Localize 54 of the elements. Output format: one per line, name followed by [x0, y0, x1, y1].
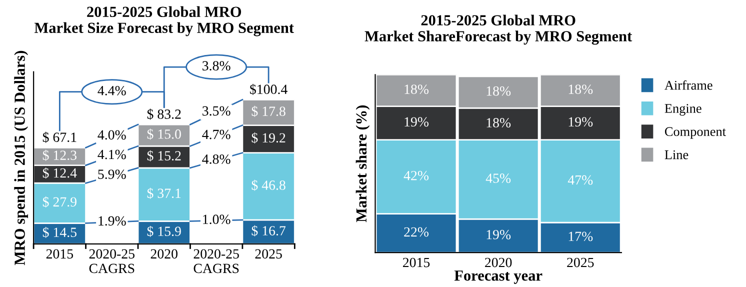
text: 3.8%	[202, 61, 230, 71]
legend-label: Component	[664, 127, 726, 139]
y-axis-title: Market share (%)	[356, 105, 370, 222]
x-tick-label: 2015	[402, 258, 430, 268]
annotation: 4.4%	[98, 86, 126, 96]
data-label: $ 15.2	[147, 150, 181, 162]
data-label: $ 15.9	[147, 226, 181, 237]
annotation: 1.9%	[98, 216, 126, 226]
data-label: $ 17.8	[252, 106, 286, 117]
data-label: 19%	[486, 230, 511, 240]
annotation: 3.5%	[202, 106, 230, 116]
chart-title: 2015-2025 Global MRO Market Size Forecast by MRO Segment	[34, 6, 294, 36]
data-label: $ 46.8	[252, 180, 286, 191]
total-label: $ 67.1	[42, 132, 76, 143]
annotation: 5.9%	[98, 170, 126, 180]
total-label: $ 83.2	[147, 108, 181, 120]
data-label: $ 27.9	[42, 196, 76, 208]
annotation: 4.8%	[202, 154, 230, 164]
data-label: 17%	[568, 232, 593, 242]
data-label: 19%	[404, 117, 429, 127]
x-tick-label: 2020	[150, 249, 178, 259]
x-tick-label: 2020	[485, 258, 512, 268]
x-tick-label: 2015	[46, 249, 74, 259]
data-label: 18%	[404, 84, 429, 94]
data-label: 19%	[568, 117, 593, 127]
x-tick-label: 2020-25 CAGRS	[194, 249, 239, 274]
annotation: 4.0%	[98, 130, 126, 140]
total-label: $100.4	[250, 84, 288, 95]
data-label: 42%	[404, 170, 429, 180]
data-label: $ 37.1	[147, 188, 181, 199]
legend-label: Line	[664, 150, 688, 160]
data-label: 18%	[486, 86, 511, 96]
legend-label: Airframe	[664, 80, 712, 90]
y-axis-title: MRO spend in 2015 (US Dollars)	[14, 50, 28, 266]
x-tick-label: 2025	[567, 258, 594, 268]
data-label: 45%	[486, 174, 511, 183]
x-tick-label: 2020-25 CAGRS	[89, 249, 135, 274]
annotation: 1.0%	[203, 214, 230, 224]
legend-label: Engine	[664, 104, 702, 116]
data-label: 22%	[404, 227, 429, 237]
annotation: 4.7%	[202, 130, 230, 140]
data-label: 18%	[486, 118, 511, 128]
x-axis-title: Forecast year	[454, 270, 542, 284]
data-label: $ 14.5	[42, 226, 76, 238]
data-label: 18%	[568, 84, 593, 94]
data-label: 47%	[568, 175, 593, 185]
data-label: $ 19.2	[252, 132, 286, 144]
data-label: $ 12.3	[42, 150, 76, 161]
data-label: $ 12.4	[42, 167, 77, 179]
annotation: 4.1%	[98, 150, 126, 160]
data-label: $ 16.7	[252, 225, 286, 236]
x-tick-label: 2025	[255, 249, 282, 259]
chart-title: 2015-2025 Global MRO Market ShareForecast by MRO Segment	[364, 14, 632, 45]
data-label: $ 15.0	[147, 128, 181, 140]
